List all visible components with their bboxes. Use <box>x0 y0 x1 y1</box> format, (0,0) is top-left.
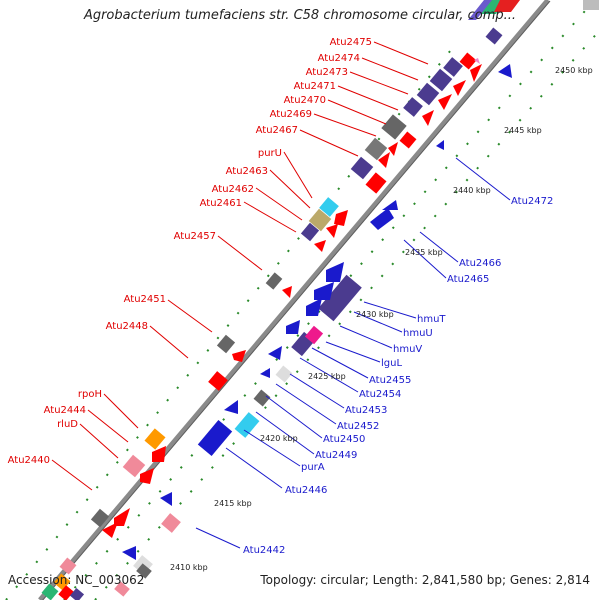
tick-2410: 2410 kbp <box>170 563 208 572</box>
accession-text: Accession: NC_003062 <box>8 573 145 587</box>
label-atu2470: Atu2470 <box>284 95 326 106</box>
tick-2440: 2440 kbp <box>453 186 491 195</box>
map-title: Agrobacterium tumefaciens str. C58 chrom… <box>83 8 517 23</box>
label-puru: purU <box>258 148 282 159</box>
label-rlud: rluD <box>57 419 78 430</box>
label-atu2474: Atu2474 <box>318 53 360 64</box>
label-atu2463: Atu2463 <box>226 166 268 177</box>
label-pura: purA <box>301 462 325 473</box>
label-atu2453: Atu2453 <box>345 405 387 416</box>
upper-gene-labels: Atu2475 Atu2474 Atu2473 Atu2471 Atu2470 … <box>8 37 372 466</box>
tick-2420: 2420 kbp <box>260 434 298 443</box>
label-atu2450: Atu2450 <box>323 434 365 445</box>
label-atu2451: Atu2451 <box>124 294 166 305</box>
tick-2425: 2425 kbp <box>308 372 346 381</box>
label-atu2454: Atu2454 <box>359 389 401 400</box>
label-hmuu: hmuU <box>403 328 433 339</box>
label-atu2440: Atu2440 <box>8 455 50 466</box>
label-rpoh: rpoH <box>78 389 102 400</box>
label-atu2475: Atu2475 <box>330 37 372 48</box>
label-atu2472: Atu2472 <box>511 196 553 207</box>
label-atu2446: Atu2446 <box>285 485 327 496</box>
tick-2450: 2450 kbp <box>555 66 593 75</box>
label-atu2462: Atu2462 <box>212 184 254 195</box>
lower-genes <box>114 64 512 597</box>
lower-gene-labels: Atu2472 Atu2466 Atu2465 hmuT hmuU hmuV l… <box>243 196 553 556</box>
tick-2430: 2430 kbp <box>356 310 394 319</box>
label-lgul: lguL <box>381 358 402 369</box>
tick-2445: 2445 kbp <box>504 126 542 135</box>
chromosome-backbone <box>38 0 550 600</box>
label-atu2471: Atu2471 <box>294 81 336 92</box>
label-atu2444: Atu2444 <box>44 405 86 416</box>
upper-leader-lines <box>51 41 429 491</box>
lower-leader-lines <box>195 157 511 549</box>
corner-genes <box>468 0 599 20</box>
label-atu2467: Atu2467 <box>256 125 298 136</box>
label-atu2449: Atu2449 <box>315 450 357 461</box>
kbp-ticks: 2410 kbp 2415 kbp 2420 kbp 2425 kbp 2430… <box>170 66 593 572</box>
label-hmut: hmuT <box>417 314 446 325</box>
label-atu2473: Atu2473 <box>306 67 348 78</box>
label-atu2466: Atu2466 <box>459 258 501 269</box>
label-atu2457: Atu2457 <box>174 231 216 242</box>
label-atu2469: Atu2469 <box>270 109 312 120</box>
tick-2415: 2415 kbp <box>214 499 252 508</box>
label-atu2452: Atu2452 <box>337 421 379 432</box>
label-hmuv: hmuV <box>393 344 422 355</box>
label-atu2455: Atu2455 <box>369 375 411 386</box>
upper-genes <box>41 27 503 600</box>
tick-2435: 2435 kbp <box>405 248 443 257</box>
label-atu2465: Atu2465 <box>447 274 489 285</box>
label-atu2448: Atu2448 <box>106 321 148 332</box>
summary-text: Topology: circular; Length: 2,841,580 bp… <box>260 573 590 587</box>
label-atu2461: Atu2461 <box>200 198 242 209</box>
label-atu2442: Atu2442 <box>243 545 285 556</box>
